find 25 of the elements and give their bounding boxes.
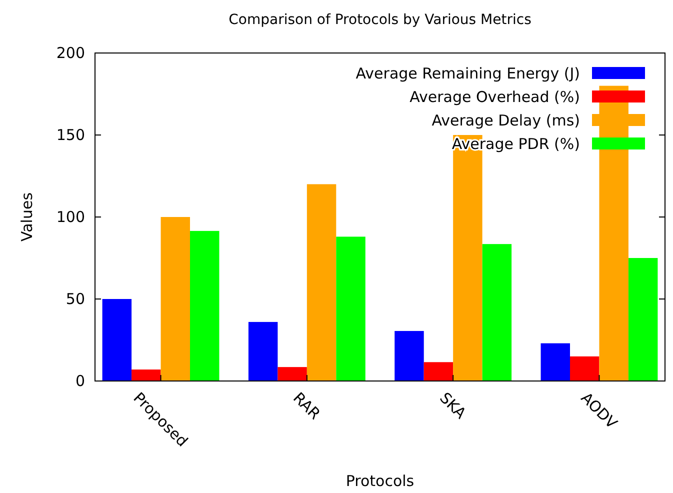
x-axis-title: Protocols bbox=[346, 472, 414, 490]
y-axis-title: Values bbox=[18, 192, 36, 242]
bar bbox=[102, 299, 132, 381]
y-tick-label: 200 bbox=[56, 44, 85, 62]
y-tick-label: 50 bbox=[66, 290, 85, 308]
legend-label: Average Overhead (%) bbox=[410, 88, 580, 106]
bar bbox=[306, 184, 336, 381]
bar bbox=[540, 343, 570, 381]
bar bbox=[482, 244, 512, 381]
y-tick-label: 100 bbox=[56, 208, 85, 226]
bar bbox=[424, 362, 454, 381]
bar bbox=[248, 322, 278, 381]
chart-title: Comparison of Protocols by Various Metrics bbox=[228, 12, 532, 28]
bar bbox=[132, 370, 161, 381]
legend-label: Average Remaining Energy (J) bbox=[356, 64, 580, 82]
bar bbox=[278, 367, 307, 381]
bar bbox=[570, 356, 600, 381]
bar bbox=[628, 258, 658, 381]
bar bbox=[394, 330, 424, 381]
y-tick-label: 150 bbox=[56, 126, 85, 144]
bar bbox=[190, 230, 220, 381]
y-tick-label: 0 bbox=[75, 372, 85, 390]
bar bbox=[336, 236, 366, 381]
legend-label: Average Delay (ms) bbox=[432, 111, 580, 130]
bar bbox=[160, 217, 190, 381]
